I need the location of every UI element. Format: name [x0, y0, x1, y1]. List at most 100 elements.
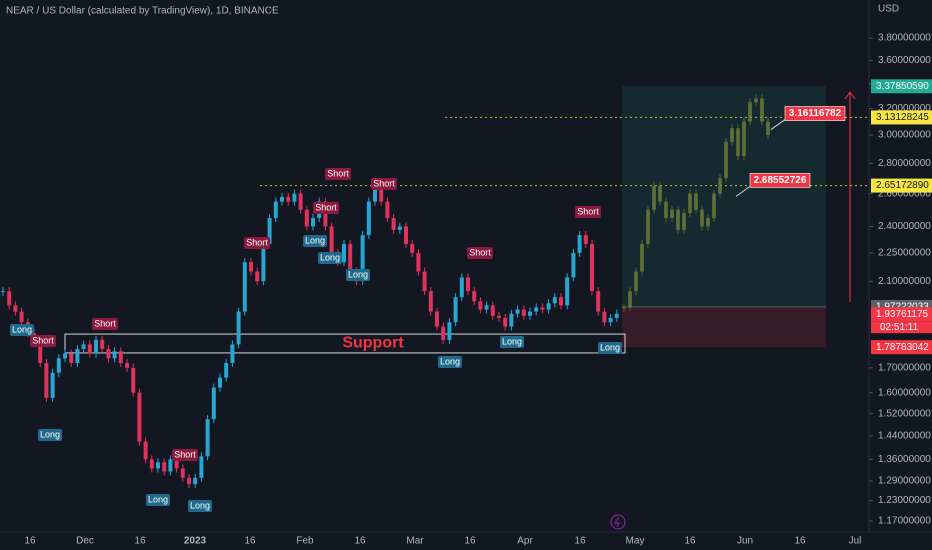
candle-body [748, 102, 752, 122]
candle-body [236, 311, 241, 345]
candle-body [670, 209, 674, 219]
countdown-tag [871, 321, 932, 334]
candle-body [267, 218, 272, 244]
x-tick-label: Jul [849, 536, 862, 547]
candle-body [590, 243, 594, 292]
candle-body [688, 193, 692, 214]
y-tick-label: 3.60000000 [878, 55, 931, 66]
candle-body [730, 128, 734, 142]
signal-badge [92, 318, 118, 330]
candle-body [652, 185, 656, 210]
candle-body [249, 262, 253, 272]
candle-body [385, 201, 390, 219]
candle-body [87, 344, 92, 354]
signal-label: Short [315, 202, 337, 212]
x-tick-label: 16 [794, 536, 806, 547]
candle-body [44, 363, 49, 398]
support-zone [64, 333, 626, 354]
candle-body [211, 387, 216, 420]
candle-body [397, 226, 402, 230]
candle-body [484, 305, 489, 310]
candle-body [304, 209, 309, 227]
candle-body [472, 291, 477, 302]
candle-body [466, 277, 470, 292]
candle-body [646, 209, 650, 244]
price-tag-label: 1.97222033 [876, 302, 929, 313]
annotation-label: 3.16116782 [789, 108, 842, 119]
candle-body [187, 477, 191, 485]
candle-body [280, 196, 284, 202]
x-tick-label: Mar [406, 536, 424, 547]
candle-body [125, 363, 129, 368]
candle-body [360, 235, 365, 282]
price-tag-label: 3.37850590 [876, 81, 929, 92]
candle-body [718, 178, 722, 194]
candle-body [75, 348, 80, 364]
candle-body [13, 305, 18, 312]
candle-body [724, 141, 728, 179]
signal-badge [438, 356, 462, 368]
signal-label: Short [327, 168, 349, 178]
candle-body [156, 462, 160, 469]
candle-body [682, 213, 686, 230]
candle-body [428, 291, 433, 312]
signal-badge [598, 342, 622, 354]
signal-badge [313, 202, 339, 214]
candle-body [230, 344, 235, 364]
candle-body [348, 243, 353, 272]
candle-body [608, 317, 613, 323]
candle-body [628, 291, 632, 308]
candle-body [559, 297, 563, 306]
price-tag-label: 3.13128245 [876, 112, 929, 123]
candle-body [422, 271, 427, 292]
signal-badge [244, 237, 270, 249]
candle-body [7, 291, 12, 306]
price-tag-label: 1.93761175 [876, 309, 929, 320]
signal-label: Long [40, 429, 60, 439]
x-tick-label: Dec [76, 536, 94, 547]
candle-body [571, 252, 576, 278]
candle-body [490, 305, 495, 316]
symbol-title: NEAR / US Dollar (calculated by TradingV… [6, 6, 279, 17]
x-tick-label: May [626, 536, 645, 547]
candle-body [736, 128, 740, 157]
signal-label: Long [348, 269, 368, 279]
event-icon[interactable] [610, 514, 626, 530]
candle-body [742, 121, 746, 157]
candle-body [180, 468, 185, 478]
candle-body [143, 441, 148, 460]
annotation-label: 2.68552726 [754, 175, 807, 186]
y-tick-label: 2.25000000 [878, 248, 931, 259]
candle-body [329, 226, 334, 253]
price-tag [871, 307, 932, 322]
candle-body [311, 218, 315, 227]
candle-body [459, 277, 464, 298]
x-tick-label: 16 [244, 536, 256, 547]
signal-badge [30, 335, 56, 347]
candle-body [416, 252, 421, 272]
countdown-label: 02:51:11 [880, 322, 919, 333]
annotation-box [784, 106, 846, 121]
signal-label: Short [373, 178, 395, 188]
price-tag [871, 79, 932, 94]
candle-body [404, 226, 408, 244]
price-tag-label: 2.65172890 [876, 180, 929, 191]
price-tag-label: 1.78783042 [876, 342, 929, 353]
candle-body [694, 193, 698, 210]
signal-badge [172, 449, 198, 461]
candle-body [168, 459, 173, 472]
candle-body [373, 185, 377, 202]
candle-body [622, 307, 626, 309]
candle-body [342, 243, 346, 263]
y-tick-label: 1.44000000 [878, 431, 931, 442]
candle-body [100, 339, 105, 349]
candle-body [546, 303, 551, 310]
event-icon-bolt [614, 516, 620, 528]
candle-body [56, 358, 61, 373]
signal-label: Long [190, 500, 210, 510]
candle-body [760, 98, 764, 122]
candle-body [218, 377, 222, 388]
candle-body [521, 309, 526, 316]
signal-badge [467, 247, 493, 259]
